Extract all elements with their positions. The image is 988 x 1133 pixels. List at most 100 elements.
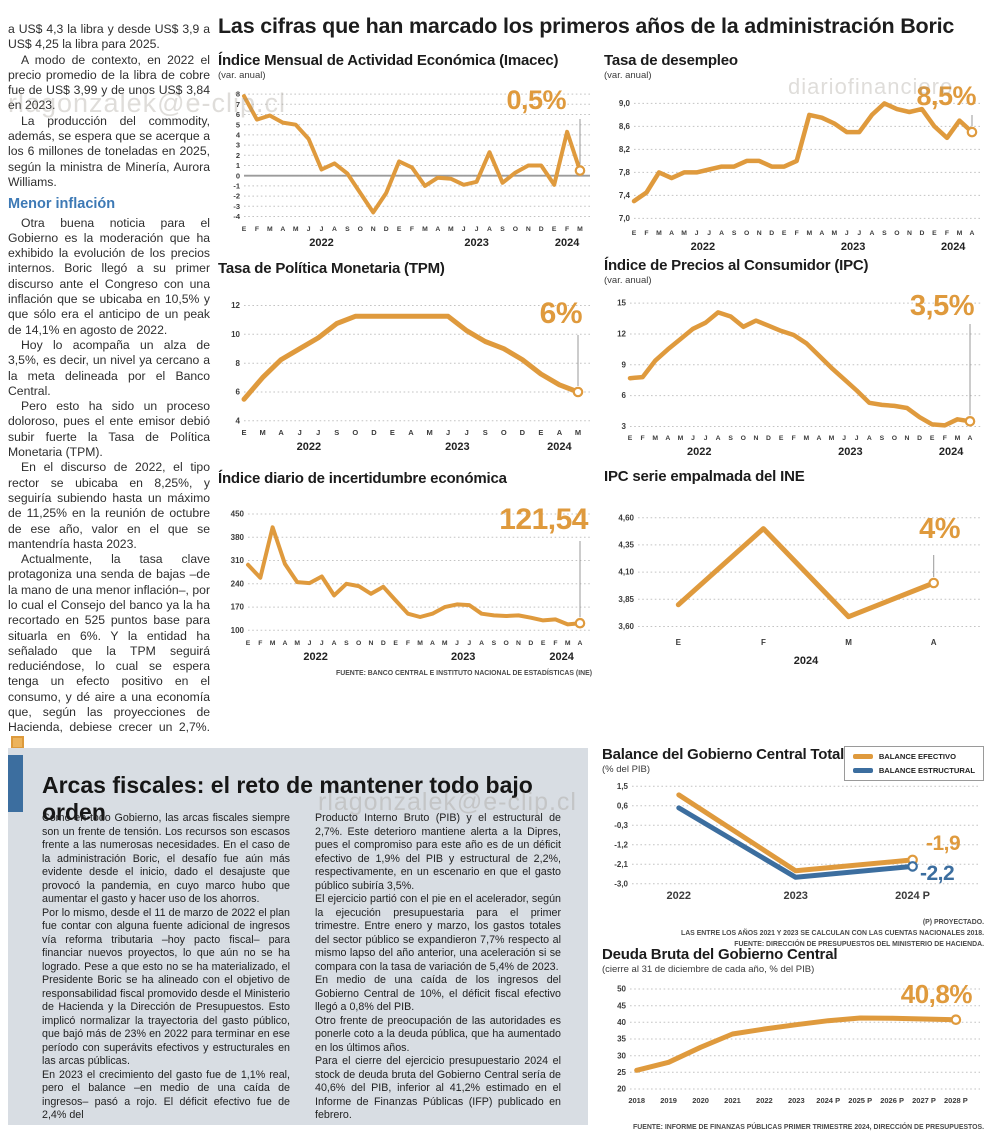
svg-text:E: E [390,428,395,437]
svg-text:A: A [282,640,287,647]
svg-text:M: M [565,640,571,647]
chart-title: Tasa de desempleo [604,52,738,69]
article-paragraph: Producto Interno Bruto (PIB) y el estruc… [315,812,561,892]
svg-text:F: F [644,230,648,237]
svg-text:M: M [442,640,448,647]
svg-text:-0,3: -0,3 [614,821,628,830]
chart-title: Índice diario de incertidumbre económica [218,470,507,487]
chart-subtitle: (cierre al 31 de diciembre de cada año, … [602,964,815,975]
svg-text:O: O [356,640,361,647]
svg-text:7: 7 [236,100,240,109]
svg-text:2024: 2024 [549,651,574,663]
svg-text:0: 0 [236,171,240,180]
legend-label: BALANCE ESTRUCTURAL [878,766,975,775]
chart-plot: 50 45 40 35 30 25 20 2018 2019 2020 2021 2022 2023 20… [602,977,984,1122]
svg-text:4,60: 4,60 [618,513,634,522]
svg-text:-3: -3 [233,202,240,211]
chart-legend: BALANCE EFECTIVO BALANCE ESTRUCTURAL [843,746,984,781]
svg-text:3: 3 [236,141,240,150]
chart-plot: 9,0 8,6 8,2 7,8 7,4 7,0 E F M A M J J A S O N D E F M A M J J A S O… [604,83,984,258]
svg-text:J: J [857,230,861,237]
chart-desempleo: Tasa de desempleo (var. anual) 9,0 8,6 8,2… [604,52,984,258]
legend-swatch-efectivo [852,754,873,759]
svg-text:170: 170 [231,603,245,612]
svg-text:1: 1 [236,161,240,170]
svg-text:2024: 2024 [941,241,966,253]
article-paragraph: Otra buena noticia para el Gobierno es l… [8,215,210,337]
svg-text:S: S [483,428,488,437]
svg-text:O: O [741,435,746,442]
svg-text:M: M [417,640,423,647]
svg-text:9,0: 9,0 [619,99,631,108]
svg-text:M: M [845,638,852,647]
svg-text:2: 2 [236,151,240,160]
svg-text:50: 50 [617,985,626,994]
svg-text:2023: 2023 [788,1096,805,1105]
svg-text:2022: 2022 [691,241,715,253]
svg-text:2026 P: 2026 P [880,1096,904,1105]
svg-text:15: 15 [617,299,626,308]
legend-swatch-estructural [852,768,873,773]
svg-text:2023: 2023 [445,441,469,453]
svg-text:A: A [435,226,440,233]
svg-text:J: J [475,226,479,233]
svg-text:2024: 2024 [547,441,572,453]
svg-text:J: J [691,435,695,442]
svg-text:A: A [719,230,724,237]
svg-text:A: A [931,638,937,647]
article-paragraph: Otro frente de preocupación de las autor… [315,1014,561,1054]
svg-text:2024: 2024 [939,446,964,458]
svg-text:E: E [246,640,251,647]
svg-text:4: 4 [236,416,241,425]
svg-text:45: 45 [617,1001,626,1010]
article-paragraph: Hoy lo acompaña un alza de 3,5%, es deci… [8,337,210,398]
svg-text:-3,0: -3,0 [614,879,628,888]
chart-plot: 450 380 310 240 170 100 E F M A M J J A S O N D E F M A M J J A S O… [218,501,592,668]
chart-subtitle: (var. anual) [604,275,652,286]
svg-text:100: 100 [231,626,245,635]
svg-text:7,8: 7,8 [619,168,631,177]
svg-text:F: F [255,226,259,233]
arcas-fiscales-section: Arcas fiscales: el reto de mantener todo… [8,748,588,1125]
chart-tpm: Tasa de Política Monetaria (TPM) 12 10 8 6 4… [218,260,592,458]
svg-text:F: F [945,230,949,237]
chart-value-label: 121,54 [499,503,588,536]
svg-text:M: M [955,435,961,442]
chart-value-label: 0,5% [506,85,566,115]
chart-source-note: FUENTE: BANCO CENTRAL E INSTITUTO NACION… [336,670,592,677]
svg-text:12: 12 [231,301,240,310]
svg-text:E: E [241,428,246,437]
svg-text:F: F [641,435,645,442]
svg-text:3: 3 [622,422,627,431]
svg-text:D: D [539,226,544,233]
chart-ipc: Índice de Precios al Consumidor (IPC) (v… [604,257,984,463]
legend-item: BALANCE ESTRUCTURAL [852,766,975,775]
svg-text:35: 35 [617,1035,626,1044]
svg-text:J: J [320,226,324,233]
svg-text:2022: 2022 [303,651,327,663]
chart-value-label: 4% [919,513,960,545]
svg-text:2027 P: 2027 P [912,1096,936,1105]
chart-subtitle: (% del PIB) [602,764,651,775]
chart-subtitle: (var. anual) [218,70,266,81]
chart-title: Deuda Bruta del Gobierno Central [602,946,838,963]
svg-text:2024 P: 2024 P [895,890,930,902]
svg-text:J: J [462,226,466,233]
svg-text:O: O [894,230,899,237]
svg-text:2022: 2022 [309,237,333,249]
svg-text:M: M [267,226,273,233]
svg-text:A: A [716,435,721,442]
accent-bar [8,755,23,812]
svg-text:O: O [504,640,509,647]
svg-text:E: E [676,638,682,647]
svg-text:A: A [970,230,975,237]
svg-text:-4: -4 [233,212,240,221]
svg-text:A: A [869,230,874,237]
svg-text:D: D [520,428,526,437]
svg-text:20: 20 [617,1085,626,1094]
svg-text:S: S [728,435,733,442]
svg-text:E: E [632,230,637,237]
article-paragraph: El ejercicio partió con el pie en el ace… [315,893,561,973]
